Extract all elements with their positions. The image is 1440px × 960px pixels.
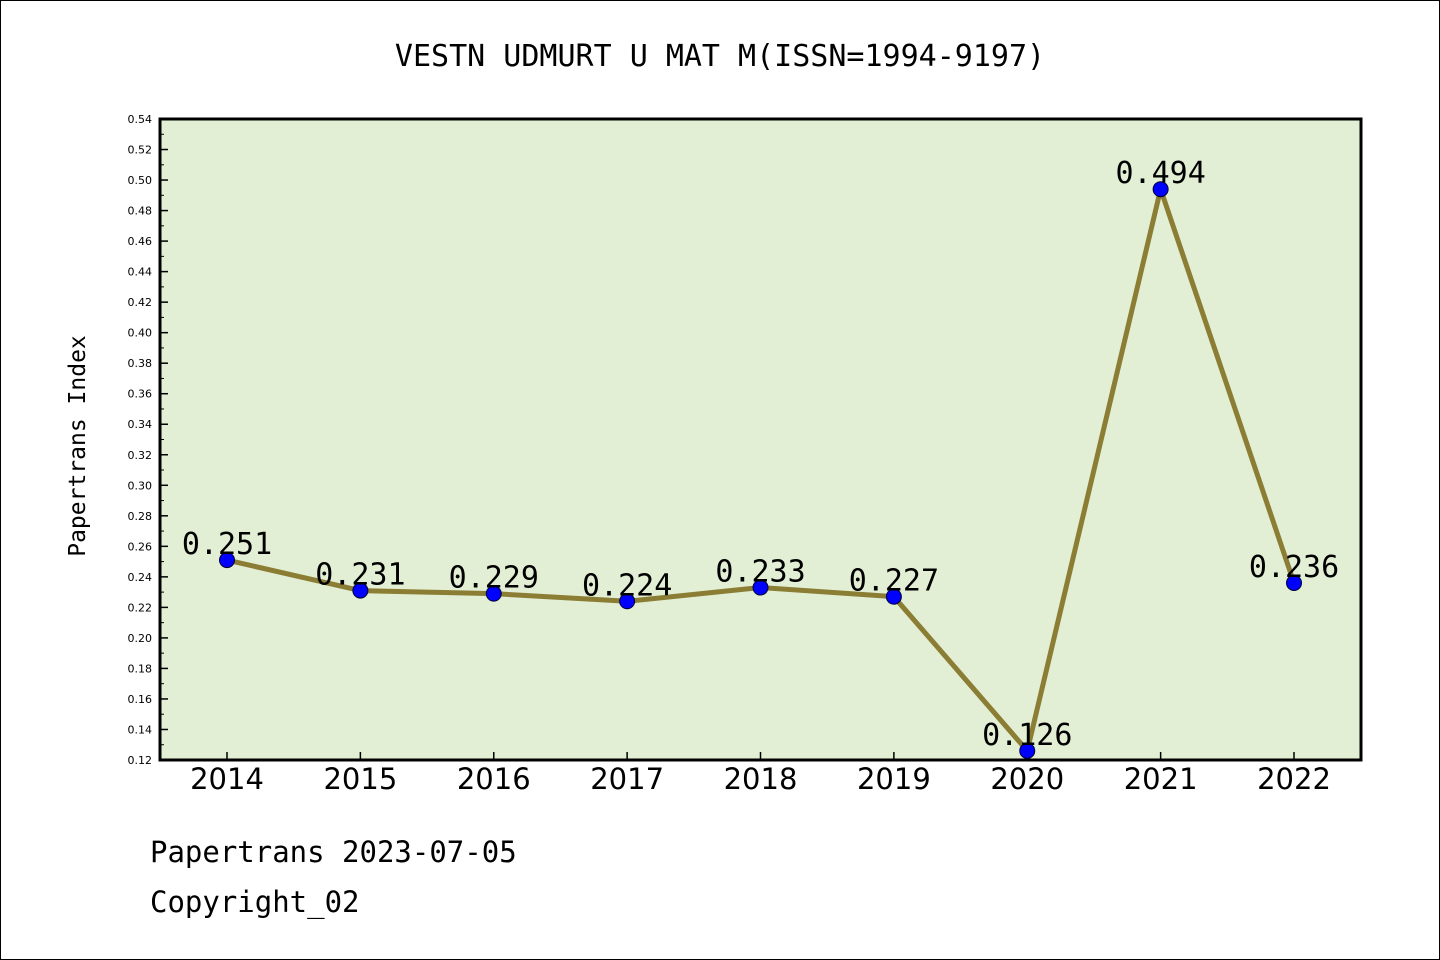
y-tick-label: 0.30 <box>128 479 153 492</box>
y-tick-label: 0.22 <box>128 601 153 614</box>
y-tick-label: 0.54 <box>128 113 153 126</box>
data-point-marker <box>885 588 902 605</box>
y-tick-label: 0.44 <box>128 266 153 279</box>
x-tick-label: 2019 <box>857 762 931 796</box>
data-label: 0.227 <box>849 564 939 599</box>
y-axis-label: Papertrans Index <box>65 335 91 557</box>
y-tick-label: 0.26 <box>128 540 153 553</box>
data-point-marker <box>1286 574 1302 591</box>
data-point-marker <box>219 552 235 569</box>
data-point-marker <box>752 579 769 596</box>
x-tick-label: 2021 <box>1124 762 1198 796</box>
chart-title: VESTN UDMURT U MAT M(ISSN=1994-9197) <box>395 39 1045 74</box>
y-tick-label: 0.42 <box>128 296 153 309</box>
x-tick-label: 2016 <box>457 762 531 796</box>
y-tick-label: 0.52 <box>128 144 153 157</box>
data-label: 0.229 <box>449 561 539 596</box>
x-tick-label: 2020 <box>990 762 1064 796</box>
data-point-marker <box>1019 742 1036 759</box>
y-tick-label: 0.20 <box>128 632 153 645</box>
data-label: 0.494 <box>1115 156 1205 191</box>
y-tick-label: 0.40 <box>128 327 153 340</box>
data-label-group: 0.251 0.231 0.229 0.224 0.233 0.227 0.126 0.494… <box>182 156 1339 753</box>
plot-area <box>158 117 1363 762</box>
data-label: 0.126 <box>982 718 1072 753</box>
y-tick-label: 0.36 <box>128 388 153 401</box>
data-point-marker <box>485 585 502 602</box>
x-tick-label: 2014 <box>190 762 264 796</box>
marker-group <box>219 181 1302 759</box>
footer-date: Papertrans 2023-07-05 <box>150 835 517 869</box>
data-point-marker <box>1152 181 1169 198</box>
y-tick-label: 0.32 <box>128 449 153 462</box>
y-tick-label: 0.14 <box>128 723 153 736</box>
footer-copyright: Copyright_02 <box>150 885 360 919</box>
data-label: 0.251 <box>182 527 272 562</box>
data-point-marker <box>619 593 636 610</box>
y-tick-label: 0.38 <box>128 357 153 370</box>
y-tick-label: 0.28 <box>128 510 153 523</box>
x-tick-label: 2017 <box>590 762 664 796</box>
data-label: 0.236 <box>1249 550 1339 585</box>
x-tick-label: 2022 <box>1257 762 1331 796</box>
y-tick-label: 0.18 <box>128 662 153 675</box>
y-tick-label: 0.48 <box>128 205 153 218</box>
y-tick-label: 0.12 <box>128 754 153 767</box>
data-label: 0.233 <box>715 555 805 590</box>
x-tick-label: 2018 <box>724 762 798 796</box>
y-tick-label: 0.24 <box>128 571 153 584</box>
y-tick-label: 0.46 <box>128 235 153 248</box>
x-axis-ticks: 2014 2015 2016 2017 2018 2019 2020 2021 2022 <box>190 752 1331 796</box>
data-point-marker <box>352 582 369 599</box>
data-label: 0.224 <box>582 568 672 603</box>
x-tick-label: 2015 <box>323 762 397 796</box>
y-axis-ticks: 0.12 0.14 0.16 0.18 0.20 0.22 0.24 0.26 0.28 0.30… <box>128 113 168 767</box>
y-tick-label: 0.50 <box>128 174 153 187</box>
y-tick-label: 0.34 <box>128 418 153 431</box>
data-label: 0.231 <box>315 558 405 593</box>
y-tick-label: 0.16 <box>128 693 153 706</box>
